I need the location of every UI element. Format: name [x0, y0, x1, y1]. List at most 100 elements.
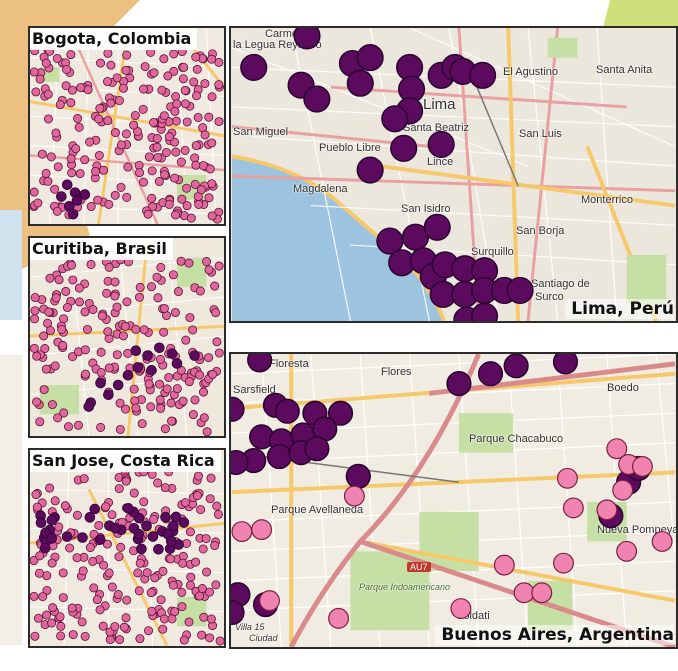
buenos-aires-map [231, 354, 676, 647]
point-marker-highlight [79, 189, 91, 200]
point-marker-highlight [506, 276, 534, 304]
point-marker [103, 116, 113, 126]
point-marker-highlight [166, 348, 178, 359]
point-marker [205, 164, 215, 174]
panel-label-curitiba: Curitiba, Brasil [30, 238, 173, 260]
point-marker [79, 474, 89, 484]
point-marker [146, 282, 157, 292]
point-marker-highlight [136, 543, 147, 555]
point-marker [104, 262, 114, 272]
point-marker [251, 519, 273, 541]
point-marker [35, 417, 45, 427]
point-marker [68, 275, 78, 285]
point-marker [51, 293, 61, 303]
point-marker-highlight [381, 105, 409, 133]
place-label: Monterrico [581, 194, 633, 206]
point-marker [160, 424, 170, 434]
point-marker [48, 603, 58, 613]
lima-dots [240, 28, 534, 321]
point-marker [88, 305, 98, 315]
point-marker [131, 403, 141, 413]
point-marker [179, 635, 189, 645]
point-marker-highlight [35, 517, 47, 529]
point-marker [171, 147, 181, 157]
point-marker [343, 485, 365, 507]
point-marker [66, 98, 76, 108]
point-marker [31, 87, 41, 97]
bogota-map [30, 28, 224, 224]
point-marker [32, 397, 42, 407]
point-marker [159, 303, 169, 313]
point-marker [41, 168, 51, 178]
point-marker [129, 120, 139, 130]
point-marker [192, 64, 202, 74]
point-marker [176, 157, 186, 167]
point-marker [133, 568, 143, 578]
point-marker [211, 580, 221, 590]
point-marker [68, 630, 78, 640]
point-marker [146, 588, 156, 598]
point-marker [144, 152, 154, 162]
map-panel-bogota: Bogota, Colombia [28, 26, 226, 226]
point-marker [53, 162, 63, 172]
point-marker [104, 363, 114, 373]
point-marker [96, 347, 106, 357]
point-marker [166, 398, 176, 408]
point-marker-highlight [390, 134, 418, 162]
point-marker-highlight [247, 354, 273, 373]
point-marker [207, 54, 217, 64]
point-marker-highlight [61, 531, 73, 542]
point-marker [153, 293, 163, 303]
place-label: Pueblo Libre [319, 142, 381, 154]
point-marker [94, 520, 104, 530]
point-marker [44, 307, 54, 317]
point-marker [61, 286, 71, 296]
point-marker-highlight [83, 401, 95, 412]
point-marker-highlight [110, 522, 121, 534]
point-marker [114, 96, 124, 106]
point-marker [180, 498, 190, 508]
point-marker [122, 595, 132, 605]
point-marker [188, 325, 198, 335]
point-marker [94, 114, 104, 124]
point-marker-highlight [61, 179, 73, 191]
point-marker-highlight [122, 369, 134, 381]
point-marker [96, 58, 106, 68]
point-marker [176, 256, 186, 266]
point-marker [98, 621, 108, 631]
point-marker [188, 409, 198, 420]
point-marker [168, 270, 178, 280]
point-marker-highlight [469, 61, 497, 89]
point-marker [131, 324, 141, 334]
point-marker [167, 416, 177, 426]
point-marker-highlight [356, 44, 384, 72]
point-marker [152, 134, 162, 144]
point-marker [194, 199, 204, 209]
point-marker [118, 331, 128, 341]
point-marker-highlight [304, 436, 330, 462]
point-marker [147, 166, 157, 176]
point-marker [178, 558, 188, 568]
point-marker [42, 586, 52, 596]
point-marker [181, 335, 191, 345]
point-marker-highlight [142, 350, 153, 361]
san-jose-map [30, 450, 224, 646]
point-marker-highlight [427, 130, 455, 158]
point-marker [170, 173, 180, 183]
lima-ocean [232, 156, 445, 321]
point-marker [164, 199, 174, 209]
point-marker-highlight [84, 512, 96, 523]
point-marker-highlight [170, 511, 182, 523]
point-marker-highlight [356, 156, 384, 184]
point-marker [110, 128, 120, 138]
point-marker [92, 595, 102, 605]
point-marker [214, 117, 224, 127]
curitiba-map [30, 238, 224, 436]
point-marker [177, 602, 187, 612]
point-marker [83, 85, 93, 95]
point-marker [139, 497, 149, 507]
point-marker-highlight [503, 354, 529, 379]
point-marker [160, 170, 170, 180]
point-marker [112, 350, 122, 360]
point-marker [159, 54, 169, 64]
